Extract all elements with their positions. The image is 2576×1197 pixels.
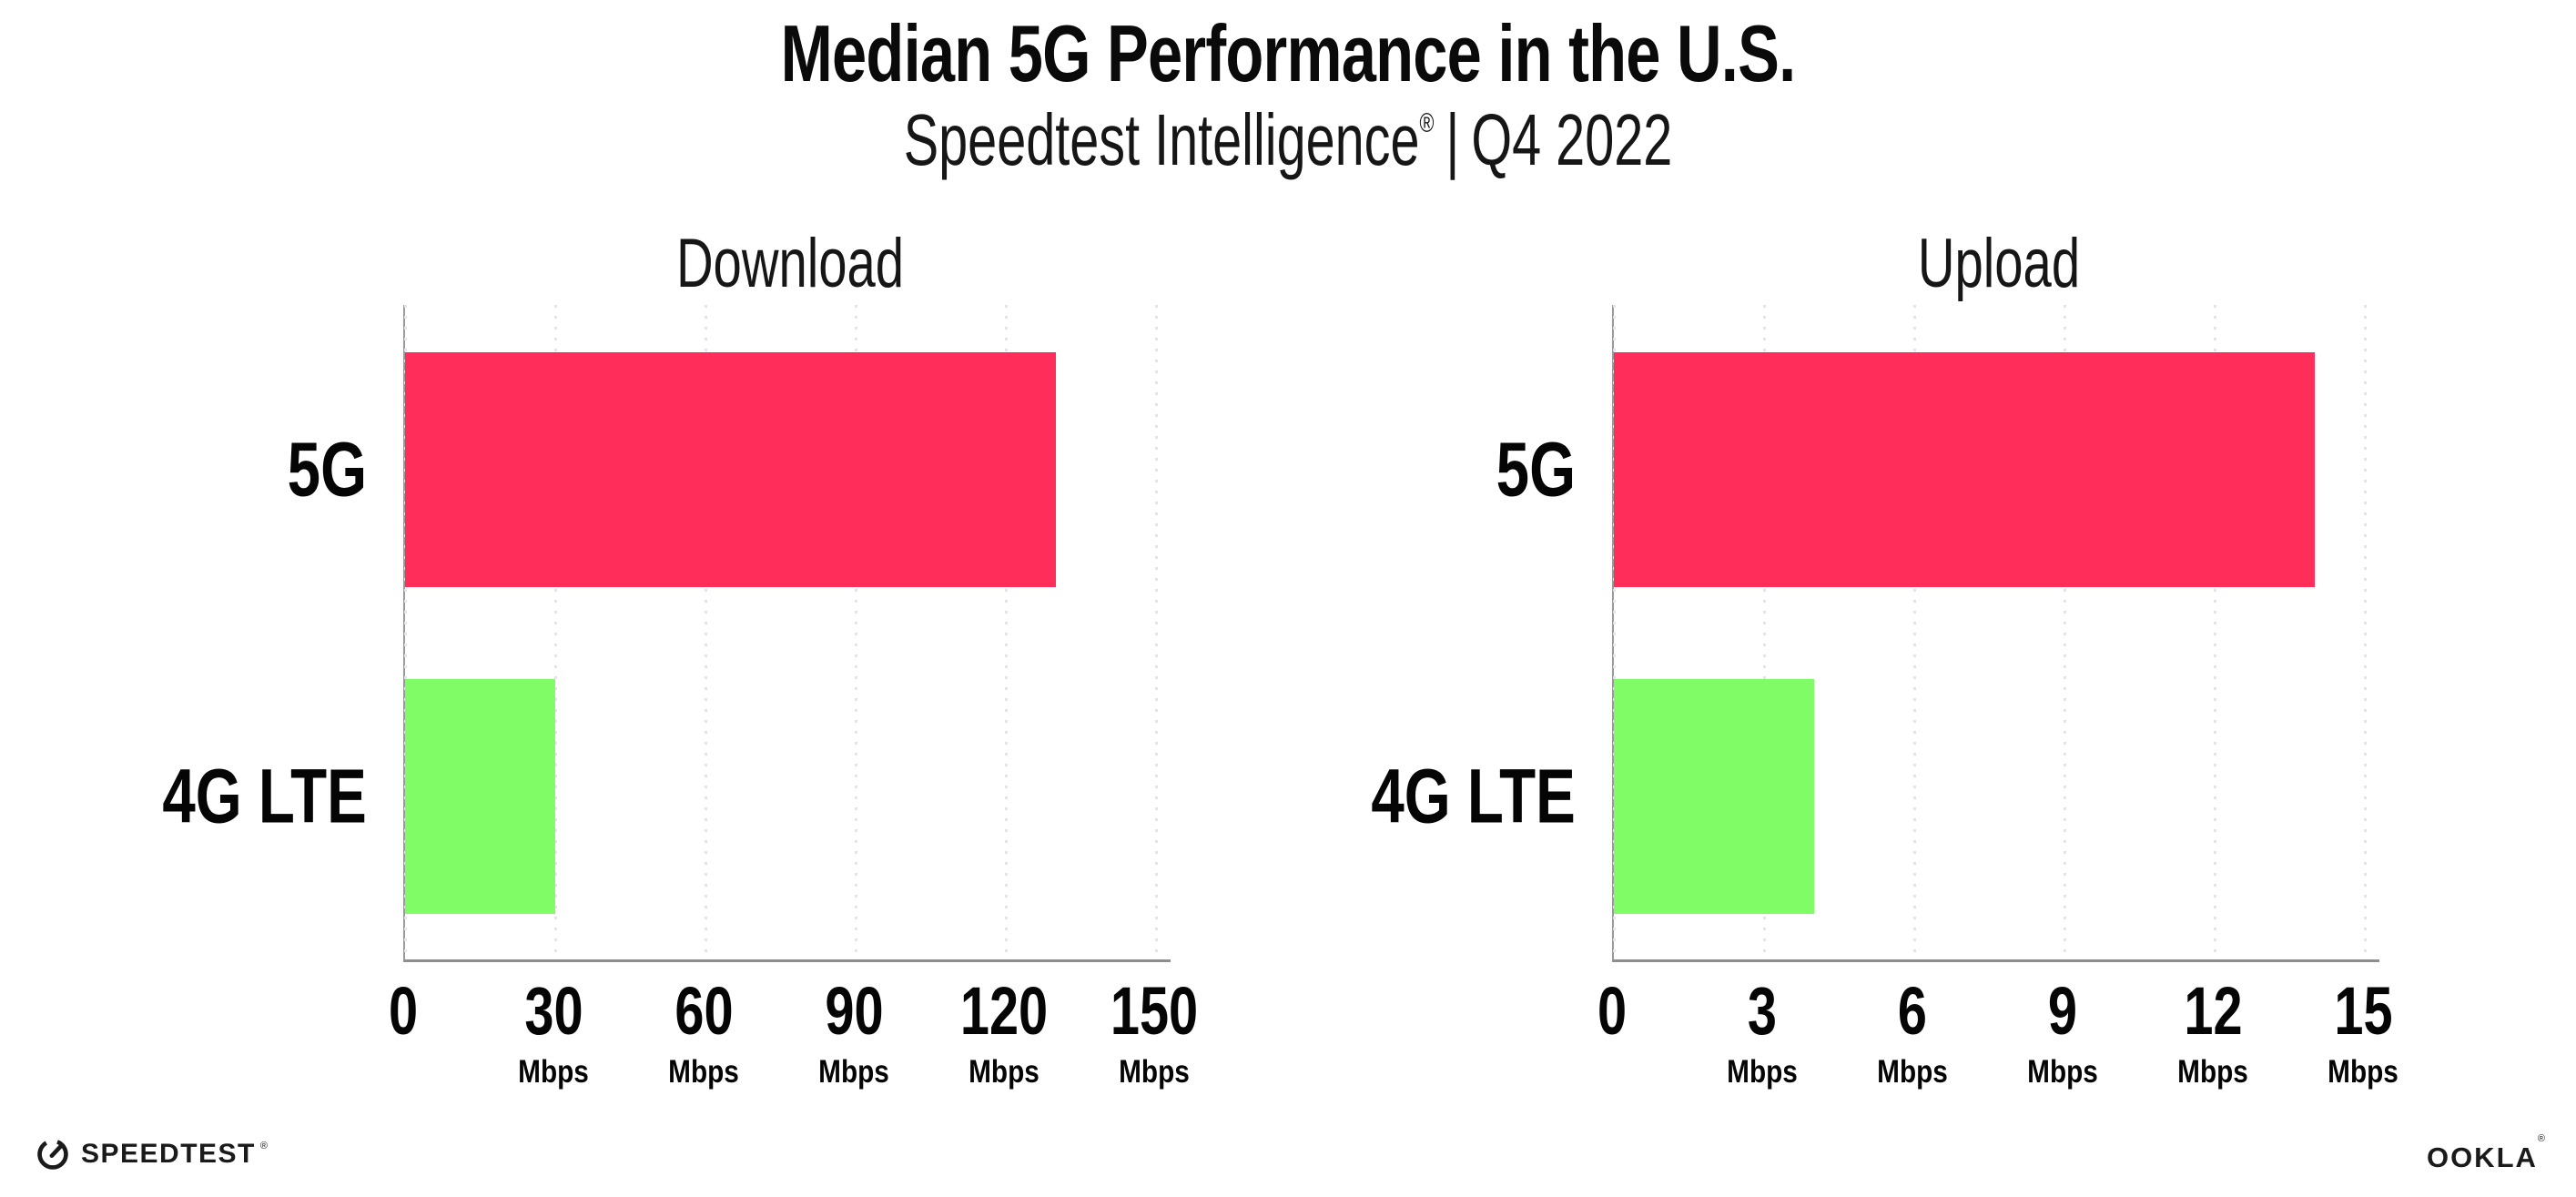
category-label: 5G: [287, 426, 367, 512]
x-tick-value: 0: [388, 973, 419, 1049]
x-tick-unit: Mbps: [818, 1054, 889, 1090]
x-tick-value: 3: [1747, 973, 1778, 1049]
x-tick: 6 Mbps: [1871, 973, 1953, 1090]
x-tick-unit: Mbps: [969, 1054, 1040, 1090]
chart-title-upload: Upload: [1917, 225, 2081, 302]
category-label: 5G: [1496, 426, 1576, 512]
gridline: [1912, 305, 1916, 959]
x-tick: 9 Mbps: [2021, 973, 2104, 1090]
x-tick-unit: Mbps: [2328, 1054, 2399, 1090]
x-tick: 15 Mbps: [2321, 973, 2404, 1090]
gridline: [1612, 305, 1616, 959]
plot-area-upload: [1612, 305, 2379, 962]
x-tick-unit: Mbps: [1727, 1054, 1798, 1090]
x-tick-unit: Mbps: [2177, 1054, 2248, 1090]
bar-4g-lte: [405, 679, 555, 914]
x-tick-unit: Mbps: [2027, 1054, 2098, 1090]
gridline: [553, 305, 557, 959]
category-labels-upload: 5G 4G LTE: [1209, 305, 1576, 959]
bar-4g-lte: [1614, 679, 1814, 914]
x-tick-value: 9: [2047, 973, 2078, 1049]
speedtest-registered-mark: ®: [259, 1141, 268, 1151]
x-tick: 3 Mbps: [1720, 973, 1803, 1090]
x-tick-unit: Mbps: [518, 1054, 589, 1090]
ookla-wordmark: OOKLA: [2426, 1141, 2538, 1173]
gridline: [854, 305, 857, 959]
x-tick: 120 Mbps: [948, 973, 1060, 1090]
gridline: [403, 305, 407, 959]
x-tick-value: 12: [2183, 973, 2243, 1049]
x-tick-unit: Mbps: [1877, 1054, 1948, 1090]
gridline: [1154, 305, 1158, 959]
x-tick-unit: Mbps: [1119, 1054, 1190, 1090]
gridline: [704, 305, 707, 959]
gridline: [1004, 305, 1008, 959]
category-label: 4G LTE: [1371, 753, 1576, 839]
ookla-logo: OOKLA ®: [2426, 1133, 2545, 1174]
subtitle-brand: Speedtest Intelligence: [903, 99, 1420, 180]
x-tick-value: 60: [674, 973, 734, 1049]
gridline: [2213, 305, 2216, 959]
gauge-icon: [37, 1139, 68, 1170]
x-tick-unit: Mbps: [668, 1054, 739, 1090]
x-tick-value: 0: [1597, 973, 1628, 1049]
x-tick-value: 30: [523, 973, 583, 1049]
x-tick-value: 15: [2333, 973, 2393, 1049]
speedtest-logo: SPEEDTEST ®: [35, 1136, 268, 1172]
bar-5g: [405, 352, 1056, 587]
x-tick: 30 Mbps: [512, 973, 594, 1090]
x-tick-value: 120: [959, 973, 1049, 1049]
x-tick: 12 Mbps: [2171, 973, 2254, 1090]
x-tick-value: 90: [824, 973, 884, 1049]
gridline: [2363, 305, 2367, 959]
x-tick: 150 Mbps: [1098, 973, 1210, 1090]
category-labels-download: 5G 4G LTE: [0, 305, 367, 959]
page-title: Median 5G Performance in the U.S.: [780, 8, 1797, 98]
category-label: 4G LTE: [162, 753, 367, 839]
speedtest-wordmark: SPEEDTEST: [81, 1139, 256, 1169]
x-tick-value: 150: [1110, 973, 1199, 1049]
ookla-registered-mark: ®: [2537, 1133, 2545, 1144]
page-subtitle: Speedtest Intelligence® | Q4 2022: [904, 98, 1673, 182]
x-axis-ticks-upload: 0 3 Mbps 6 Mbps 9 Mbps 12 Mbps 15 Mbps: [1597, 973, 2431, 1105]
bar-5g: [1614, 352, 2315, 587]
x-tick: 60 Mbps: [662, 973, 745, 1090]
x-tick-value: 6: [1897, 973, 1928, 1049]
x-tick: 0: [1593, 978, 1630, 1088]
x-tick: 0: [384, 978, 421, 1088]
chart-title-download: Download: [675, 225, 905, 302]
x-axis-ticks-download: 0 30 Mbps 60 Mbps 90 Mbps 120 Mbps 150 Mbps: [389, 973, 1222, 1105]
registered-mark: ®: [1419, 108, 1435, 138]
subtitle-period: Q4 2022: [1471, 99, 1673, 180]
gridline: [2063, 305, 2066, 959]
gridline: [1762, 305, 1766, 959]
subtitle-separator: |: [1445, 99, 1460, 180]
x-tick: 90 Mbps: [812, 973, 895, 1090]
plot-area-download: [403, 305, 1171, 962]
